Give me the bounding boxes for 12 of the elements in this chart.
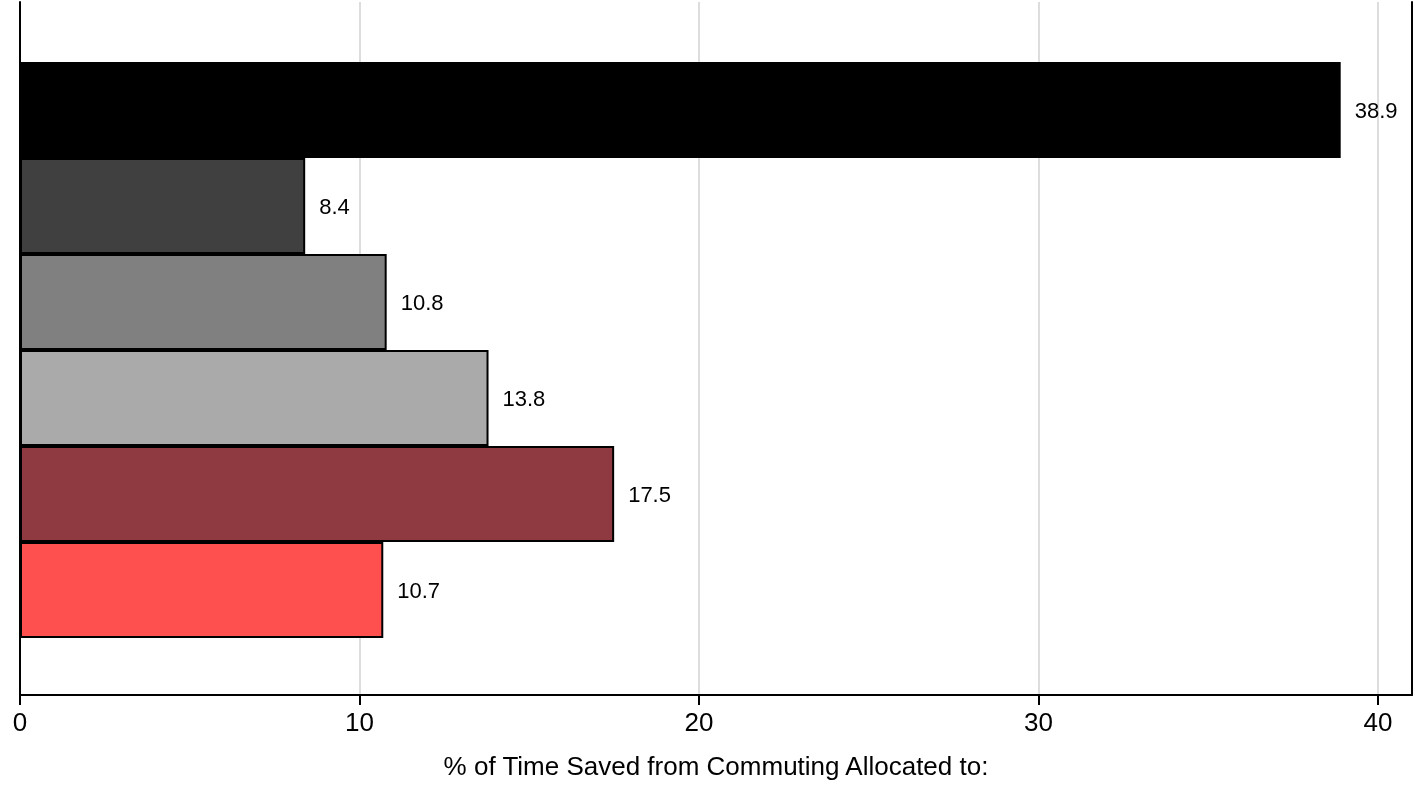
data-label: 8.4 (319, 193, 350, 219)
data-label: 17.5 (628, 481, 671, 507)
x-axis-title: % of Time Saved from Commuting Allocated to: (443, 751, 989, 781)
data-label: 10.7 (397, 577, 441, 603)
data-label: 10.8 (400, 289, 444, 315)
data-label: 13.8 (502, 385, 546, 411)
x-tick-label: 10 (345, 707, 374, 737)
x-tick-label: 40 (1363, 707, 1393, 737)
x-tick-label: 0 (12, 707, 28, 737)
data-label: 38.9 (1354, 97, 1398, 123)
x-tick-label: 30 (1024, 707, 1053, 737)
x-tick-label: 20 (684, 707, 714, 737)
